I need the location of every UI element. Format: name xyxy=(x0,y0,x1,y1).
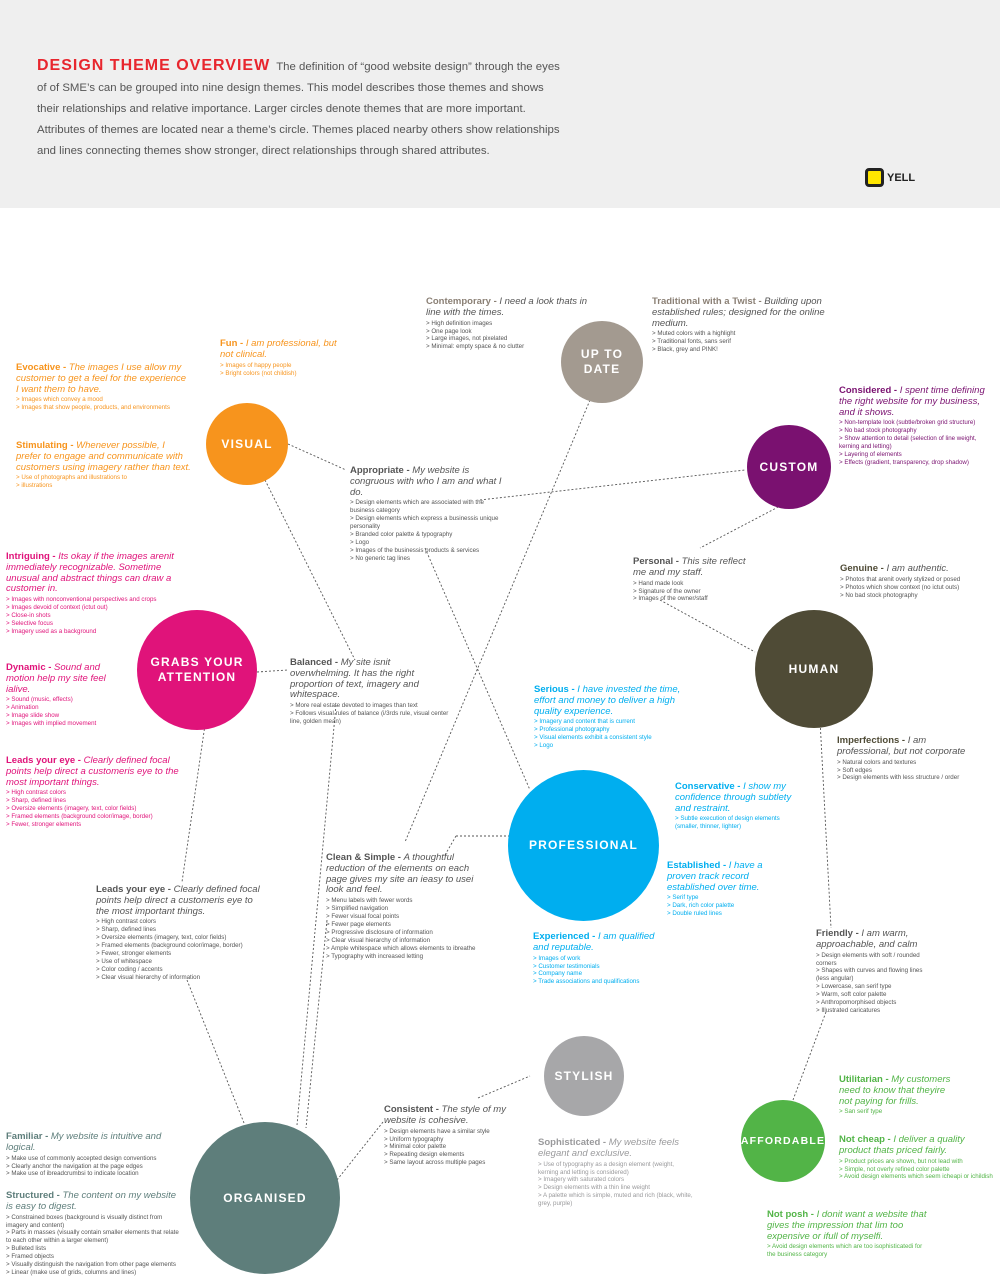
line-leads-organised xyxy=(186,979,245,1124)
attr-serious: Serious - I have invested the time, effo… xyxy=(534,684,681,750)
theme-human[interactable]: HUMAN xyxy=(755,610,873,728)
theme-organised[interactable]: ORGANISED xyxy=(190,1122,340,1274)
attr-clean-and-simple: Clean & Simple - A thoughtful reduction … xyxy=(326,852,476,960)
line-visual-balanced xyxy=(264,479,356,661)
header-band: DESIGN THEME OVERVIEW The definition of “… xyxy=(0,0,1000,208)
attr-evocative: Evocative - The images I use allow my cu… xyxy=(16,362,187,412)
line-consistent-organised xyxy=(336,1121,384,1181)
attr-not-cheap: Not cheap - I deliver a quality product … xyxy=(839,1134,993,1181)
attr-stimulating: Stimulating - Whenever possible, I prefe… xyxy=(16,440,191,490)
attr-familiar: Familiar - My website is intuitive and l… xyxy=(6,1131,162,1178)
attr-sophisticated: Sophisticated - My website feels elegant… xyxy=(538,1137,693,1208)
attr-established: Established - I have a proven track reco… xyxy=(667,860,763,918)
yell-logo-icon xyxy=(865,168,884,187)
attr-conservative: Conservative - I show my confidence thro… xyxy=(675,781,792,831)
attr-leads-your-eye-pink: Leads your eye - Clearly defined focal p… xyxy=(6,755,179,829)
line-grabs-leads xyxy=(181,724,206,883)
attr-considered: Considered - I spent time defining the r… xyxy=(839,385,985,466)
theme-custom[interactable]: CUSTOM xyxy=(747,425,831,509)
attr-intriguing: Intriguing - Its okay if the images aren… xyxy=(6,551,174,635)
attr-balanced: Balanced - My site isnit overwhelming. I… xyxy=(290,657,449,725)
line-human-friendly xyxy=(819,719,832,929)
line-visual-appropriate xyxy=(287,443,347,471)
intro-text: DESIGN THEME OVERVIEW The definition of “… xyxy=(37,55,567,162)
theme-up-to-date[interactable]: UP TO DATE xyxy=(561,321,643,403)
attr-traditional-with-a-twist: Traditional with a Twist - Building upon… xyxy=(652,296,825,354)
attr-dynamic: Dynamic - Sound and motion help my site … xyxy=(6,662,106,728)
page-title: DESIGN THEME OVERVIEW xyxy=(37,57,271,74)
line-friendly-affordable xyxy=(792,1011,827,1101)
line-clean-organised xyxy=(305,919,328,1129)
theme-affordable[interactable]: AFFORDABLE xyxy=(741,1100,825,1182)
attr-experienced: Experienced - I am qualified and reputab… xyxy=(533,931,655,986)
attr-personal: Personal - This site reflect me and my s… xyxy=(633,556,746,603)
attr-not-posh: Not posh - I donit want a website that g… xyxy=(767,1209,927,1259)
theme-grabs-your-attention[interactable]: GRABS YOUR ATTENTION xyxy=(137,610,257,730)
yell-logo: YELL xyxy=(865,168,915,187)
line-personal-human xyxy=(659,599,756,653)
theme-professional[interactable]: PROFESSIONAL xyxy=(508,770,659,921)
attr-appropriate: Appropriate - My website is congruous wi… xyxy=(350,465,502,562)
attr-structured: Structured - The content on my website i… xyxy=(6,1190,179,1276)
attr-genuine: Genuine - I am authentic. > Photos that … xyxy=(840,563,961,599)
line-appropriate-custom xyxy=(479,469,746,501)
line-consistent-stylish xyxy=(477,1075,531,1099)
attr-leads-your-eye: Leads your eye - Clearly defined focal p… xyxy=(96,884,260,981)
attr-fun: Fun - I am professional, but not clinica… xyxy=(220,338,337,377)
attr-contemporary: Contemporary - I need a look thats in li… xyxy=(426,296,588,351)
attr-consistent: Consistent - The style of my website is … xyxy=(384,1104,506,1167)
line-custom-personal xyxy=(699,504,783,549)
line-grabs-balanced xyxy=(256,669,289,673)
attr-imperfections: Imperfections - I am professional, but n… xyxy=(837,735,966,782)
theme-stylish[interactable]: STYLISH xyxy=(544,1036,624,1116)
intro-description: The definition of “good website design” … xyxy=(37,61,560,157)
attr-utilitarian: Utilitarian - My customers need to know … xyxy=(839,1074,951,1116)
yell-logo-text: YELL xyxy=(887,171,916,184)
attr-friendly: Friendly - I am warm, approachable, and … xyxy=(816,928,923,1014)
theme-visual[interactable]: VISUAL xyxy=(206,403,288,485)
